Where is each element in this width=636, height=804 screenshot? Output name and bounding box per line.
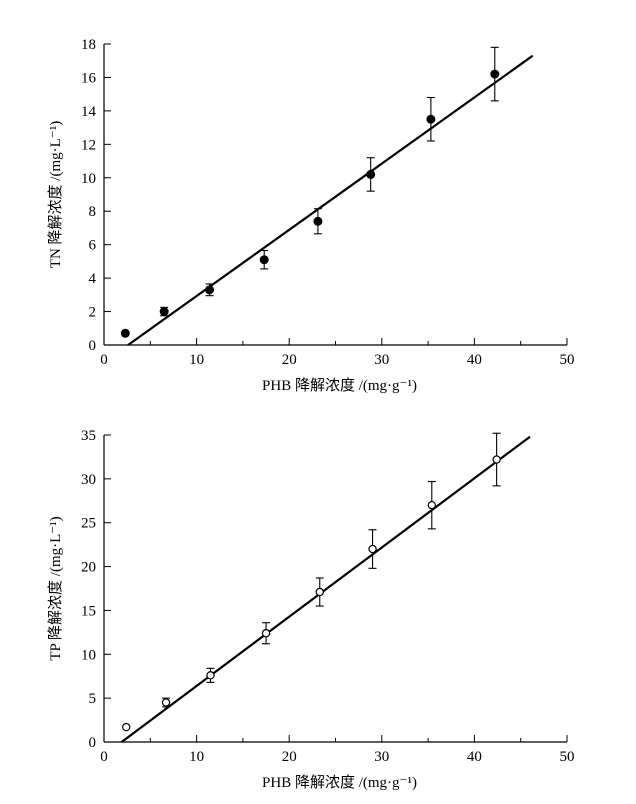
y-tick-label: 0 (89, 735, 97, 751)
y-tick-label: 14 (81, 104, 97, 120)
y-tick-label: 10 (81, 647, 96, 663)
data-point (120, 328, 130, 338)
x-tick-label: 0 (100, 352, 108, 368)
fit-line (120, 435, 531, 743)
data-point (261, 629, 271, 638)
data-point (315, 587, 324, 597)
x-tick-label: 10 (189, 749, 204, 765)
y-tick-label: 6 (89, 238, 97, 254)
x-tick-label: 20 (282, 749, 297, 765)
y-tick-label: 4 (89, 271, 97, 287)
y-axis-title: TP 降解浓度 /(mg·L⁻¹) (47, 516, 64, 660)
y-tick-label: 8 (89, 204, 97, 220)
y-tick-label: 18 (81, 37, 96, 53)
x-axis-title: PHB 降解浓度 /(mg·g⁻¹) (262, 377, 417, 394)
data-point (426, 114, 436, 124)
y-tick-label: 20 (81, 560, 96, 576)
chart-panel-1: 0 10 20 30 40 50 0 2 4 6 8 10 12 14 16 18 PHB 降解浓度 /(mg·… (47, 37, 575, 394)
y-tick-label: 16 (81, 70, 97, 86)
data-point (490, 69, 500, 79)
data-point (492, 455, 501, 464)
y-tick-label: 12 (81, 137, 96, 153)
x-tick-label: 40 (467, 749, 482, 765)
y-tick-label: 25 (81, 516, 96, 532)
data-point (427, 500, 437, 510)
y-tick-label: 5 (89, 691, 97, 707)
x-tick-label: 50 (560, 749, 575, 765)
data-point (122, 722, 131, 732)
x-axis-title: PHB 降解浓度 /(mg·g⁻¹) (262, 774, 417, 791)
y-tick-label: 35 (81, 428, 96, 444)
data-point (205, 285, 215, 295)
data-point (366, 169, 376, 179)
fit-line (127, 54, 534, 346)
x-tick-label: 0 (100, 749, 108, 765)
x-tick-label: 40 (467, 352, 482, 368)
data-point (206, 671, 215, 680)
x-tick-label: 30 (374, 352, 389, 368)
x-tick-label: 10 (189, 352, 204, 368)
y-tick-label: 30 (81, 472, 96, 488)
y-axis-title: TN 降解浓度 /(mg·L⁻¹) (47, 121, 64, 268)
data-point (161, 698, 171, 707)
x-tick-label: 50 (560, 352, 575, 368)
x-tick-label: 30 (374, 749, 389, 765)
chart-panel-2: 0 10 20 30 40 50 0 5 10 15 20 25 30 35 PHB 降解浓度 /(mg·g… (47, 428, 575, 791)
y-tick-label: 0 (89, 338, 97, 354)
data-point (368, 544, 377, 554)
y-tick-label: 15 (81, 603, 96, 619)
data-point (159, 307, 169, 317)
data-point (313, 216, 323, 226)
y-tick-label: 2 (89, 305, 97, 321)
y-tick-label: 10 (81, 171, 96, 187)
data-point (259, 255, 269, 265)
x-tick-label: 20 (282, 352, 297, 368)
